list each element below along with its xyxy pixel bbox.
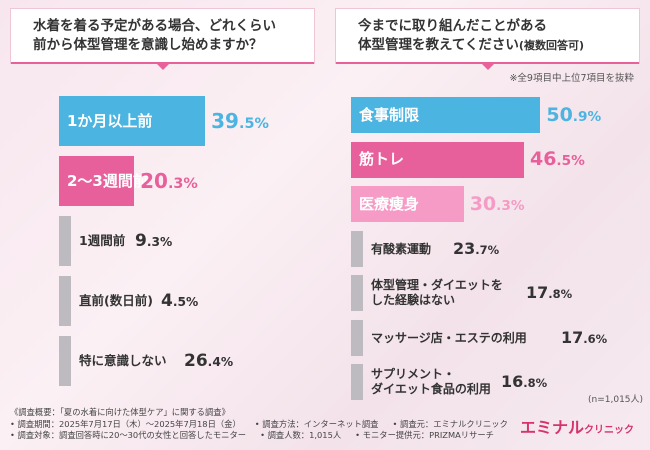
left-chart-value-label-4: 26.4% bbox=[184, 350, 234, 371]
left-question-box: 水着を着る予定がある場合、どれくらい 前から体型管理を意識し始めますか？ bbox=[10, 8, 315, 70]
right-chart-bar-2 bbox=[351, 186, 464, 222]
right-question-suffix: (複数回答可) bbox=[518, 39, 584, 52]
left-chart-bar-4 bbox=[59, 336, 71, 386]
left-chart-bar-0 bbox=[59, 96, 206, 146]
right-chart-bar-5 bbox=[351, 319, 363, 356]
logo-sub-text: クリニック bbox=[584, 425, 635, 436]
right-question-box: 今までに取り組んだことがある 体型管理を教えてください(複数回答可) bbox=[335, 8, 640, 70]
right-chart-value-label-5: 17.6% bbox=[561, 327, 608, 347]
right-chart-bar-label-6: サプリメント・ ダイエット食品の利用 bbox=[371, 367, 491, 396]
left-question-pointer bbox=[155, 63, 170, 70]
footer-row-3: • 調査対象：調査回答時に20〜30代の女性と回答したモニター • 調査人数：1,… bbox=[10, 430, 510, 442]
footer-title: 《調査概要：「夏の水着に向けた体型ケア」に関する調査》 bbox=[10, 407, 230, 417]
left-question-text: 水着を着る予定がある場合、どれくらい 前から体型管理を意識し始めますか？ bbox=[33, 17, 306, 55]
right-chart-bar-6 bbox=[351, 364, 363, 400]
right-chart-bar-0 bbox=[351, 97, 541, 133]
left-chart-value-label-2: 9.3% bbox=[135, 230, 173, 251]
left-chart-bar-2 bbox=[59, 216, 71, 266]
left-chart-value-label-0: 39.5% bbox=[211, 109, 269, 133]
right-chart-bar-label-4: 体型管理・ダイエットを した経験はない bbox=[371, 278, 503, 307]
right-chart-bar-label-1: 筋トレ bbox=[359, 150, 405, 168]
clinic-logo: エミナルクリニック bbox=[520, 414, 634, 438]
left-question-line-2: 前から体型管理を意識し始めますか？ bbox=[33, 37, 263, 53]
footer-source: • 調査元：エミナルクリニック bbox=[392, 418, 508, 429]
right-question-line-1: 今までに取り組んだことがある bbox=[358, 18, 547, 34]
left-chart-bar-3 bbox=[59, 276, 71, 326]
right-chart-bar-4 bbox=[351, 275, 363, 311]
right-question-text: 今までに取り組んだことがある 体型管理を教えてください(複数回答可) bbox=[358, 17, 631, 55]
left-chart-bar-label-2: 1週間前 bbox=[79, 232, 126, 248]
footer-row-2: • 調査期間：2025年7月17日（木）〜2025年7月18日（金） • 調査方法… bbox=[10, 419, 510, 431]
right-chart-value-label-2: 30.3% bbox=[469, 192, 525, 215]
footer-method: • 調査方法：インターネット調査 bbox=[254, 418, 379, 429]
right-question-pointer bbox=[480, 63, 495, 70]
right-chart-bar-label-0: 食事制限 bbox=[359, 105, 420, 124]
survey-footer: 《調査概要：「夏の水着に向けた体型ケア」に関する調査》 • 調査期間：2025年… bbox=[10, 407, 510, 442]
footer-provider: • モニター提供元：PRIZMAリサーチ bbox=[355, 430, 494, 440]
left-question-line-1: 水着を着る予定がある場合、どれくらい bbox=[33, 18, 276, 34]
right-chart-value-label-0: 50.9% bbox=[546, 103, 602, 126]
left-chart-value-label-3: 4.5% bbox=[161, 290, 199, 311]
left-chart-bar-label-4: 特に意識しない bbox=[79, 352, 167, 368]
left-chart-value-label-1: 20.3% bbox=[140, 169, 198, 193]
right-chart-bar-1 bbox=[351, 141, 524, 178]
left-chart-bar-1 bbox=[59, 156, 135, 206]
sample-size-note: (n=1,015人) bbox=[588, 395, 644, 405]
right-chart-bar-label-2: 医療痩身 bbox=[359, 194, 420, 213]
right-chart-bar-3 bbox=[351, 230, 363, 267]
footer-count: • 調査人数：1,015人 bbox=[260, 430, 342, 440]
logo-main-text: エミナル bbox=[520, 418, 585, 437]
right-chart-bar-label-3: 有酸素運動 bbox=[371, 241, 432, 256]
footer-row-1: 《調査概要：「夏の水着に向けた体型ケア」に関する調査》 bbox=[10, 407, 510, 419]
right-chart-value-label-6: 16.8% bbox=[501, 372, 548, 392]
left-chart-bar-label-3: 直前(数日前) bbox=[79, 292, 153, 308]
footer-target: • 調査対象：調査回答時に20〜30代の女性と回答したモニター bbox=[10, 430, 247, 440]
left-chart-bar-label-1: 2〜3週間前 bbox=[67, 171, 148, 190]
right-chart-value-label-1: 46.5% bbox=[529, 148, 585, 171]
footer-period: • 調査期間：2025年7月17日（木）〜2025年7月18日（金） bbox=[10, 418, 241, 429]
left-chart-bar-label-0: 1か月以上前 bbox=[67, 111, 153, 130]
right-chart-value-label-3: 23.7% bbox=[453, 238, 500, 258]
right-chart-value-label-4: 17.8% bbox=[526, 283, 573, 303]
right-chart-bar-label-5: マッサージ店・エステの利用 bbox=[371, 330, 527, 345]
right-selection-note: ※全9項目中上位7項目を抜粋 bbox=[509, 73, 634, 84]
right-question-line-2: 体型管理を教えてください bbox=[358, 37, 519, 53]
